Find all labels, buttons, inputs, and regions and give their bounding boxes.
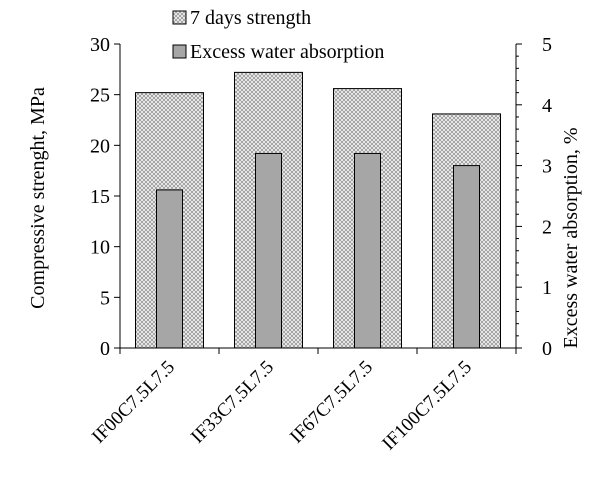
x-category-label: IF67C7.5L7.5 [286, 357, 377, 448]
right-tick-label: 2 [542, 216, 552, 238]
absorption-bar [453, 165, 480, 349]
left-tick-label: 15 [90, 186, 110, 208]
legend-label-absorption: Excess water absorption [190, 41, 384, 63]
x-category-label: IF00C7.5L7.5 [88, 357, 179, 448]
left-tick-label: 0 [100, 338, 110, 360]
x-ticks [119, 348, 517, 354]
absorption-bar [156, 189, 183, 349]
x-category-label: IF33C7.5L7.5 [187, 357, 278, 448]
series-strength-bars [135, 71, 501, 349]
right-axis-title: Excess water absorption, % [560, 127, 582, 348]
left-tick-label: 25 [90, 85, 110, 107]
right-tick-label: 3 [542, 156, 552, 178]
absorption-bar [255, 152, 282, 349]
legend-swatch-absorption [172, 44, 187, 59]
series-absorption-bars [156, 152, 480, 349]
left-axis-title: Compressive strenght, MPa [27, 87, 49, 309]
legend-label-strength: 7 days strength [190, 7, 311, 29]
right-tick-label: 0 [542, 338, 552, 360]
left-tick-label: 5 [100, 287, 110, 309]
right-tick-label: 4 [542, 95, 552, 117]
legend: 7 days strength Excess water absorption [172, 7, 384, 63]
left-y-ticks: 0 5 10 15 20 25 30 [90, 34, 120, 360]
x-category-labels: IF00C7.5L7.5 IF33C7.5L7.5 IF67C7.5L7.5 IF10… [88, 357, 476, 455]
left-tick-label: 30 [90, 34, 110, 56]
x-category-label: IF100C7.5L7.5 [378, 357, 476, 455]
left-tick-label: 10 [90, 237, 110, 259]
right-tick-label: 5 [542, 34, 552, 56]
absorption-bar [354, 152, 381, 349]
right-y-ticks: 0 1 2 3 4 5 [516, 34, 552, 360]
right-tick-label: 1 [542, 277, 552, 299]
left-tick-label: 20 [90, 135, 110, 157]
legend-swatch-strength [172, 10, 187, 25]
